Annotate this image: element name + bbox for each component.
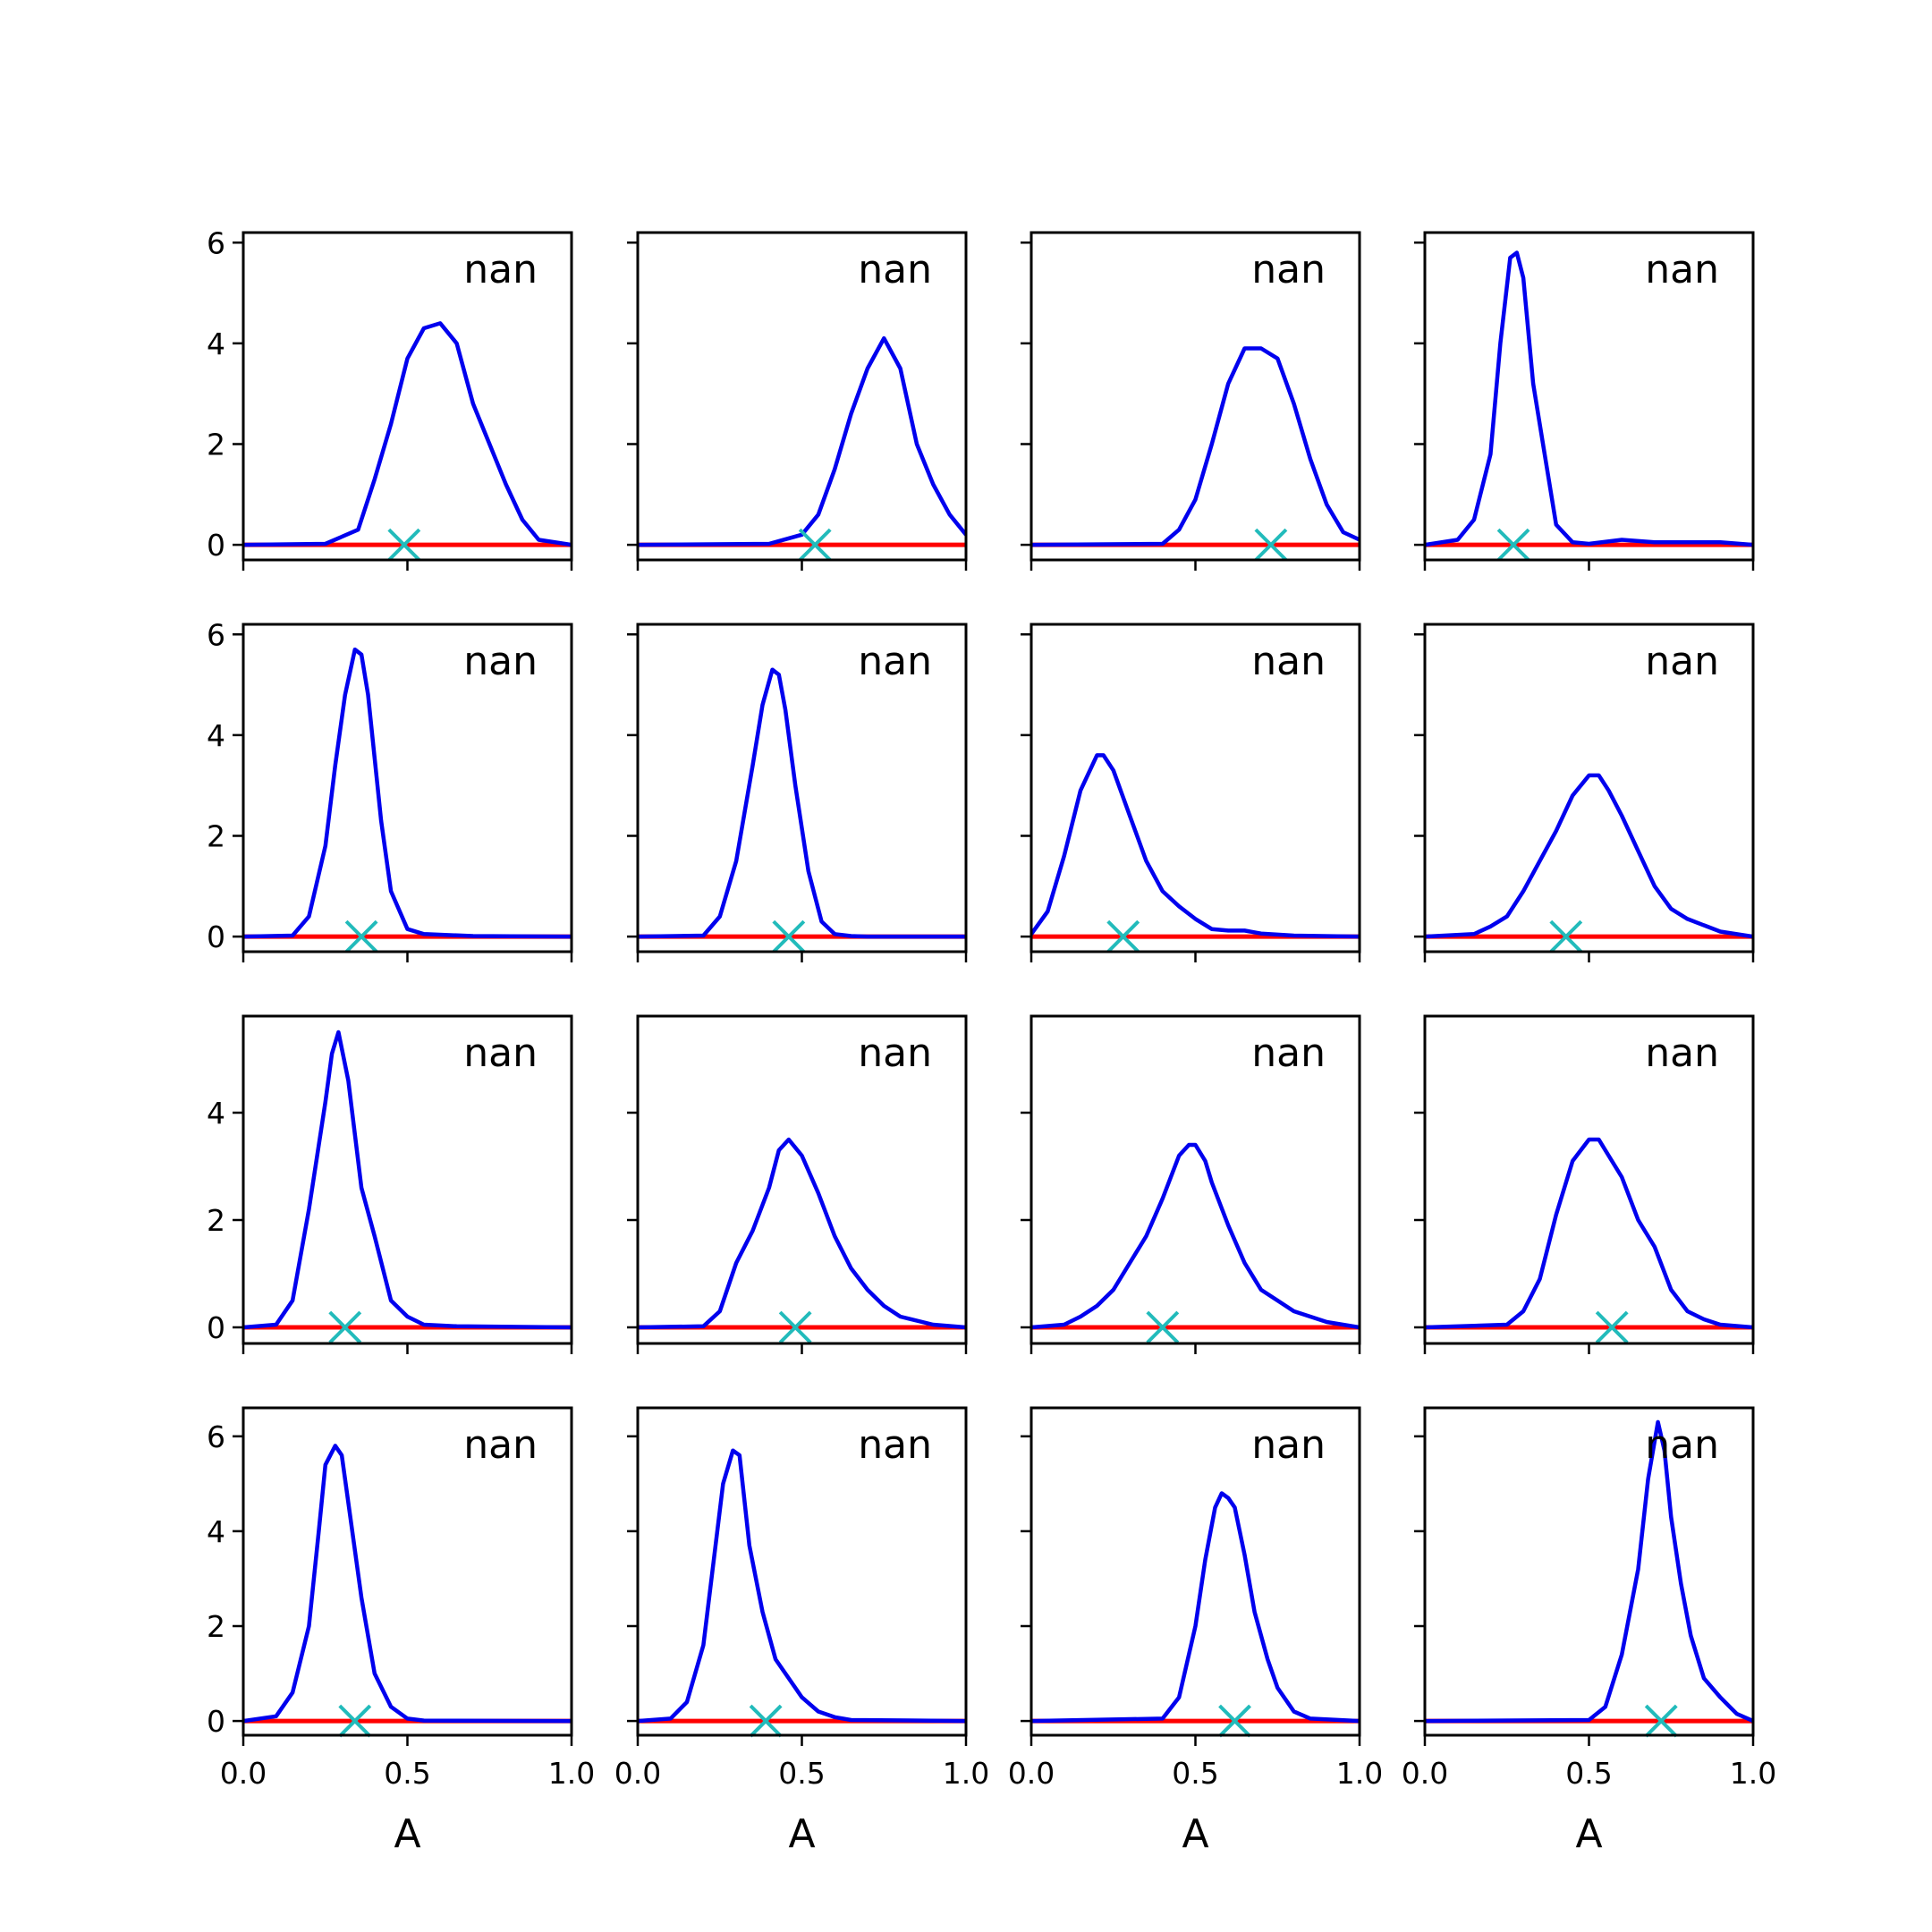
y-tick-label: 2 <box>207 818 225 853</box>
density-curve <box>638 335 966 547</box>
panel-label: nan <box>463 639 538 684</box>
density-curve <box>1425 1419 1753 1724</box>
subplot-1-1: 0 2 4 6 nan <box>207 225 573 571</box>
y-tick-label: 4 <box>207 1096 225 1131</box>
true-value-marker <box>387 528 421 562</box>
density-curve <box>1425 250 1753 547</box>
density-curve <box>638 1448 966 1724</box>
subplot-4-3: 0.0 0.5 1.0 nan A <box>1008 1406 1383 1857</box>
x-tick-label: 0.0 <box>614 1756 661 1791</box>
y-tick-label: 6 <box>207 617 225 652</box>
subplot-4-2: 0.0 0.5 1.0 nan A <box>614 1406 989 1857</box>
y-tick-label: 2 <box>207 427 225 462</box>
subplot-1-2: nan <box>627 231 968 571</box>
panel-label: nan <box>1251 639 1326 684</box>
subplot-2-1: 0 2 4 6 nan <box>207 617 573 962</box>
y-tick-label: 4 <box>207 718 225 753</box>
panel-label: nan <box>858 247 932 292</box>
x-tick-label: 1.0 <box>943 1756 989 1791</box>
density-curve <box>1031 1491 1360 1724</box>
x-axis-label: A <box>394 1811 420 1857</box>
panel-label: nan <box>1251 1422 1326 1468</box>
density-curve <box>1425 1137 1753 1330</box>
true-value-marker <box>1549 919 1583 953</box>
x-axis-label: A <box>1182 1811 1208 1857</box>
true-value-marker <box>1595 1310 1629 1344</box>
true-value-marker <box>1218 1704 1251 1738</box>
x-tick-label: 0.5 <box>1172 1756 1218 1791</box>
true-value-marker <box>338 1704 372 1738</box>
y-tick-label: 6 <box>207 1419 225 1454</box>
x-tick-label: 1.0 <box>1730 1756 1776 1791</box>
y-tick-label: 6 <box>207 225 225 260</box>
subplot-4-1: 0 2 4 6 0.0 0.5 1.0 nan A <box>207 1406 595 1857</box>
x-tick-label: 0.5 <box>384 1756 430 1791</box>
y-tick-label: 0 <box>207 1310 225 1345</box>
true-value-marker <box>1254 528 1288 562</box>
true-value-marker <box>749 1704 783 1738</box>
y-tick-label: 0 <box>207 1704 225 1739</box>
true-value-marker <box>778 1310 812 1344</box>
subplot-2-2: nan <box>627 623 968 962</box>
panel-label: nan <box>1251 1030 1326 1076</box>
subplot-3-3: nan <box>1021 1014 1361 1354</box>
panel-label: nan <box>463 247 538 292</box>
subplot-1-4: nan <box>1414 231 1755 571</box>
density-curve <box>243 647 572 939</box>
x-tick-label: 0.0 <box>1402 1756 1448 1791</box>
density-curve <box>243 321 572 547</box>
x-tick-label: 0.5 <box>1565 1756 1612 1791</box>
panel-label: nan <box>463 1422 538 1468</box>
subplot-3-1: 0 2 4 nan <box>207 1014 573 1354</box>
panel-label: nan <box>1645 1422 1719 1468</box>
panel-label: nan <box>1645 1030 1719 1076</box>
y-tick-label: 0 <box>207 528 225 563</box>
x-tick-label: 0.0 <box>1008 1756 1055 1791</box>
x-tick-label: 1.0 <box>1336 1756 1383 1791</box>
subplot-3-2: nan <box>627 1014 968 1354</box>
x-tick-label: 0.0 <box>220 1756 267 1791</box>
panel-label: nan <box>858 1422 932 1468</box>
density-curve <box>638 667 966 939</box>
true-value-marker <box>772 919 806 953</box>
density-curve <box>638 1137 966 1330</box>
y-tick-label: 4 <box>207 326 225 361</box>
subplot-2-3: nan <box>1021 623 1361 962</box>
x-axis-label: A <box>788 1811 815 1857</box>
true-value-marker <box>344 919 378 953</box>
true-value-marker <box>1106 919 1140 953</box>
subplot-3-4: nan <box>1414 1014 1755 1354</box>
density-curve <box>1031 1142 1360 1330</box>
y-tick-label: 2 <box>207 1609 225 1644</box>
panel-label: nan <box>463 1030 538 1076</box>
true-value-marker <box>798 528 832 562</box>
panel-label: nan <box>1645 639 1719 684</box>
density-curve <box>1031 753 1360 939</box>
density-curve <box>1031 346 1360 547</box>
true-value-marker <box>328 1310 362 1344</box>
true-value-marker <box>1644 1704 1678 1738</box>
panel-label: nan <box>858 1030 932 1076</box>
x-tick-label: 1.0 <box>548 1756 595 1791</box>
subplot-1-3: nan <box>1021 231 1361 571</box>
density-curve <box>1425 773 1753 939</box>
x-axis-label: A <box>1575 1811 1602 1857</box>
y-tick-label: 4 <box>207 1514 225 1549</box>
panel-label: nan <box>1645 247 1719 292</box>
subplot-4-4: 0.0 0.5 1.0 nan A <box>1402 1406 1776 1857</box>
y-tick-label: 2 <box>207 1203 225 1238</box>
subplot-2-4: nan <box>1414 623 1755 962</box>
panel-label: nan <box>1251 247 1326 292</box>
x-tick-label: 0.5 <box>778 1756 825 1791</box>
true-value-marker <box>1146 1310 1180 1344</box>
y-tick-label: 0 <box>207 919 225 954</box>
panel-label: nan <box>858 639 932 684</box>
true-value-marker <box>1496 528 1530 562</box>
density-curve <box>243 1030 572 1330</box>
density-curve <box>243 1444 572 1724</box>
